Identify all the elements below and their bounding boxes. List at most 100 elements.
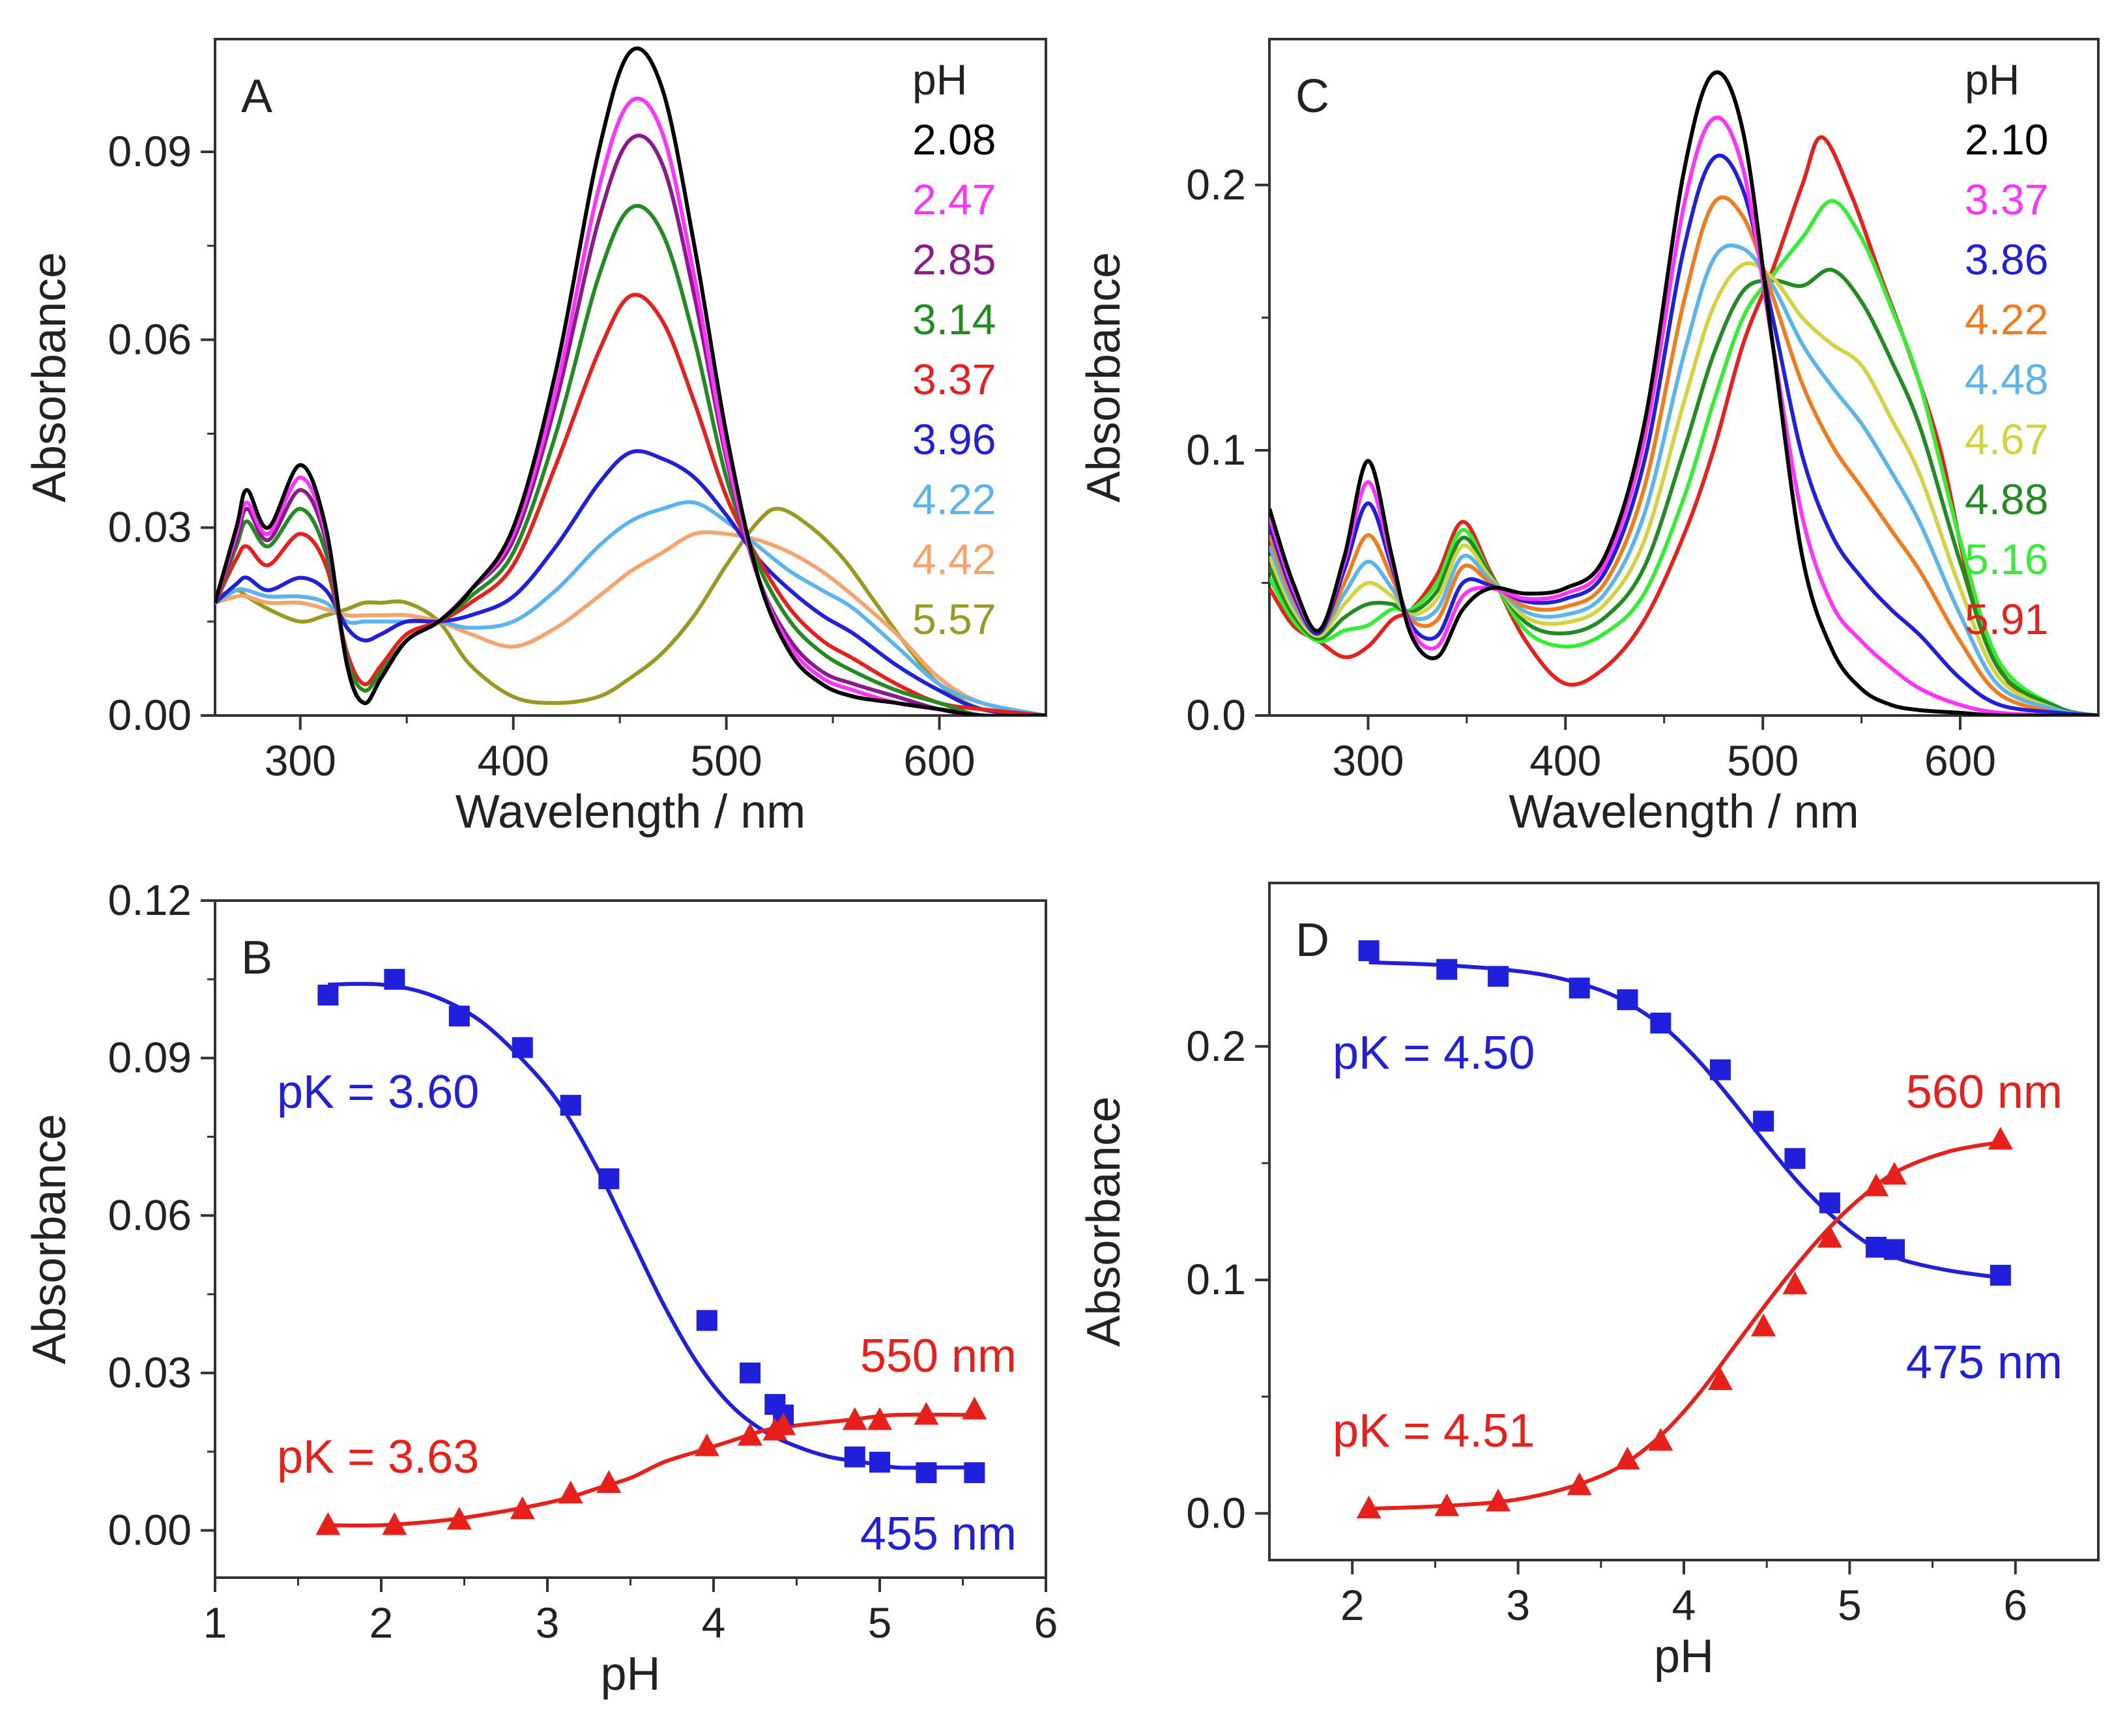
data-point-triangle xyxy=(1817,1224,1842,1248)
data-point-triangle xyxy=(510,1496,535,1520)
data-point-square xyxy=(1569,977,1590,999)
y-tick-label: 0.00 xyxy=(108,691,192,739)
fit-curve-455-nm xyxy=(328,981,975,1470)
data-point-triangle xyxy=(315,1512,341,1535)
series-line-ph-5-16 xyxy=(1269,199,2098,716)
x-tick-label: 500 xyxy=(1727,736,1799,785)
x-tick-label: 5 xyxy=(868,1599,892,1647)
panel-d: 2 3 4 5 6 0.0 0.1 0.2 pH Absorbance D xyxy=(1078,882,2100,1683)
data-point-square xyxy=(869,1451,890,1473)
data-point-square xyxy=(1819,1192,1840,1213)
x-tick-label: 2 xyxy=(369,1599,394,1647)
series-line-ph-4-22 xyxy=(215,500,1046,716)
data-point-triangle xyxy=(1648,1428,1673,1451)
series-line-ph-4-48 xyxy=(1269,243,2098,716)
data-point-square xyxy=(1488,966,1509,987)
data-point-triangle xyxy=(596,1470,622,1494)
legend-entry: 4.67 xyxy=(1965,415,2048,463)
x-axis-label: Wavelength / nm xyxy=(1509,786,1859,838)
y-axis-label: Absorbance xyxy=(23,1114,76,1364)
plot-frame xyxy=(214,38,1047,717)
pk-annotation: pK = 4.51 xyxy=(1333,1405,1535,1457)
y-axis-label: Absorbance xyxy=(1078,252,1130,502)
series-line-ph-5-91 xyxy=(1269,135,2098,716)
x-axis-label: Wavelength / nm xyxy=(456,786,806,838)
pk-annotation: pK = 3.63 xyxy=(277,1431,479,1483)
series-line-ph-2-85 xyxy=(215,134,1046,716)
series-line-ph-4-42 xyxy=(215,530,1046,716)
x-tick-label: 600 xyxy=(903,736,975,785)
data-point-triangle xyxy=(558,1481,583,1504)
data-point-square xyxy=(1990,1264,2011,1286)
data-point-square xyxy=(1884,1239,1905,1260)
y-tick-label: 0.03 xyxy=(108,503,192,551)
data-point-triangle xyxy=(771,1412,796,1436)
data-point-square xyxy=(448,1005,470,1027)
panel-a: 300 400 500 600 0.00 0.03 0.06 0.09 Wavelength /… xyxy=(23,38,1047,838)
x-tick-label: 2 xyxy=(1340,1581,1365,1629)
x-tick-label: 400 xyxy=(1529,736,1601,785)
legend-entry: 2.47 xyxy=(912,175,996,224)
x-tick-label: 400 xyxy=(478,736,549,785)
data-point-triangle xyxy=(914,1402,939,1425)
data-point-square xyxy=(317,984,339,1005)
legend-entry: 3.96 xyxy=(912,415,996,463)
y-tick-label: 0.06 xyxy=(108,1191,192,1239)
y-tick-label: 0.06 xyxy=(108,315,192,363)
legend-entry: 3.37 xyxy=(912,355,996,403)
legend-entry: 4.22 xyxy=(1965,295,2048,343)
x-axis-label: pH xyxy=(600,1648,660,1700)
legend-entry: 4.22 xyxy=(912,475,996,523)
data-point-triangle xyxy=(1782,1271,1808,1295)
data-point-square xyxy=(844,1446,865,1468)
data-point-triangle xyxy=(962,1396,987,1420)
y-tick-label: 0.2 xyxy=(1186,160,1246,209)
x-tick-label: 500 xyxy=(691,736,762,785)
data-point-square xyxy=(740,1362,761,1383)
series-line-ph-2-10 xyxy=(1269,70,2098,716)
y-tick-label: 0.1 xyxy=(1186,1255,1246,1303)
y-tick-label: 0.0 xyxy=(1186,691,1246,739)
series-line-ph-3-96 xyxy=(215,449,1046,716)
wavelength-label: 560 nm xyxy=(1906,1066,2062,1118)
data-point-triangle xyxy=(1356,1496,1382,1519)
y-tick-label: 0.1 xyxy=(1186,426,1246,474)
data-point-square xyxy=(1650,1012,1671,1034)
data-point-square xyxy=(1866,1236,1887,1258)
y-tick-label: 0.00 xyxy=(108,1506,192,1554)
data-point-triangle xyxy=(1707,1367,1733,1391)
x-tick-label: 6 xyxy=(2003,1581,2027,1629)
legend-title: pH xyxy=(912,55,967,104)
y-tick-label: 0.09 xyxy=(108,1034,192,1082)
x-tick-label: 1 xyxy=(203,1599,227,1647)
legend-entry: 5.16 xyxy=(1965,535,2048,583)
x-axis-label: pH xyxy=(1654,1630,1714,1683)
data-point-triangle xyxy=(1434,1493,1460,1516)
legend-entry: 5.91 xyxy=(1965,595,2048,643)
plot-area xyxy=(1269,70,2098,716)
plot-frame xyxy=(1268,38,2100,717)
pk-annotation: pK = 4.50 xyxy=(1333,1027,1535,1079)
data-point-square xyxy=(560,1095,581,1116)
data-point-square xyxy=(512,1037,533,1058)
y-axis-label: Absorbance xyxy=(23,252,76,502)
legend-entry: 3.14 xyxy=(912,295,996,343)
x-tick-label: 600 xyxy=(1924,736,1996,785)
y-tick-label: 0.2 xyxy=(1186,1022,1246,1070)
legend-entry: 4.42 xyxy=(912,535,996,583)
x-tick-label: 4 xyxy=(702,1599,726,1647)
legend-entry: 2.85 xyxy=(912,235,996,283)
series-line-ph-3-14 xyxy=(215,203,1046,716)
data-point-triangle xyxy=(382,1512,407,1535)
x-tick-label: 5 xyxy=(1838,1581,1862,1629)
x-tick-label: 300 xyxy=(1332,736,1404,785)
data-point-square xyxy=(1709,1059,1731,1080)
data-point-triangle xyxy=(1864,1173,1889,1196)
fit-curve-475-nm xyxy=(1368,960,2001,1280)
x-tick-label: 4 xyxy=(1672,1581,1696,1629)
panel-c: 300 400 500 600 0.0 0.1 0.2 Wavelength / nm Abso… xyxy=(1078,38,2100,838)
data-point-square xyxy=(1436,959,1458,980)
legend-entry: 2.08 xyxy=(912,115,996,164)
data-point-square xyxy=(1617,989,1638,1011)
